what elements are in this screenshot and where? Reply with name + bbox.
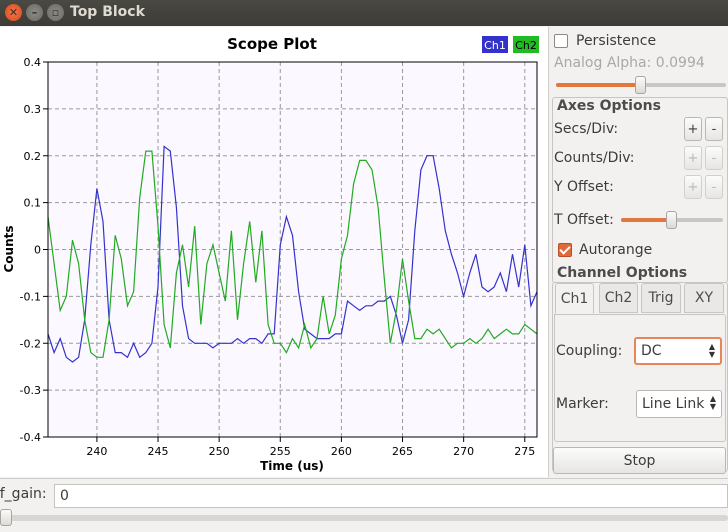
analog-alpha-slider[interactable] bbox=[556, 76, 726, 94]
persistence-checkbox[interactable] bbox=[554, 34, 568, 48]
autorange-checkbox[interactable] bbox=[558, 243, 572, 257]
counts-div-plus-button[interactable]: + bbox=[684, 146, 702, 170]
marker-value: Line Link bbox=[642, 396, 705, 412]
series-line-ch1 bbox=[47, 145, 538, 363]
legend-ch2-swatch bbox=[513, 36, 539, 53]
y-offset-label: Y Offset: bbox=[554, 179, 614, 195]
secs-div-minus-button[interactable]: - bbox=[705, 117, 723, 141]
analog-alpha-row: Analog Alpha: 0.0994 bbox=[554, 55, 705, 71]
t-offset-slider[interactable] bbox=[621, 211, 723, 229]
analog-alpha-label: Analog Alpha: 0.0994 bbox=[554, 55, 705, 71]
marker-label: Marker: bbox=[556, 396, 609, 412]
channel-tabs: Ch1 Ch2 Trig XY bbox=[554, 283, 728, 314]
x-tick-label: 240 bbox=[86, 445, 107, 458]
secs-div-row: Secs/Div: bbox=[554, 121, 618, 137]
secs-div-plus-button[interactable]: + bbox=[684, 117, 702, 141]
y-tick-label: 0.2 bbox=[24, 150, 42, 163]
y-tick-label: -0.1 bbox=[20, 290, 41, 303]
y-tick-label: -0.4 bbox=[20, 431, 41, 444]
counts-div-minus-button[interactable]: - bbox=[705, 146, 723, 170]
x-tick-label: 270 bbox=[453, 445, 474, 458]
y-offset-minus-button[interactable]: - bbox=[705, 175, 723, 199]
rf-gain-area: rf_gain: 0 bbox=[0, 478, 728, 532]
y-tick-label: 0.3 bbox=[24, 103, 42, 116]
analog-alpha-fill bbox=[556, 83, 641, 87]
y-offset-plus-button[interactable]: + bbox=[684, 175, 702, 199]
scope-plot-svg[interactable]: Scope Plot Time (us) Counts Ch1 Ch2 0.4 0… bbox=[0, 27, 549, 477]
marker-select[interactable]: Line Link ▲ ▼ bbox=[636, 390, 722, 418]
channel-tab-page bbox=[554, 314, 726, 442]
tab-ch1[interactable]: Ch1 bbox=[555, 283, 594, 314]
coupling-select[interactable]: DC ▲ ▼ bbox=[634, 337, 722, 365]
counts-div-label: Counts/Div: bbox=[554, 150, 635, 166]
persistence-label: Persistence bbox=[576, 33, 657, 49]
tab-xy[interactable]: XY bbox=[684, 283, 724, 313]
axes-options-title: Axes Options bbox=[557, 98, 661, 114]
t-offset-fill bbox=[621, 218, 672, 222]
legend-ch1-label: Ch1 bbox=[484, 39, 506, 52]
plot-title: Scope Plot bbox=[227, 35, 317, 53]
x-tick-label: 275 bbox=[514, 445, 535, 458]
secs-div-label: Secs/Div: bbox=[554, 121, 619, 137]
t-offset-label: T Offset: bbox=[554, 212, 614, 228]
x-tick-label: 250 bbox=[209, 445, 230, 458]
x-tick-label: 260 bbox=[331, 445, 352, 458]
axes-options-title-row: Axes Options bbox=[557, 98, 661, 114]
t-offset-handle[interactable] bbox=[666, 211, 677, 229]
channel-options-title: Channel Options bbox=[557, 265, 688, 281]
series-line-ch2 bbox=[47, 150, 538, 358]
plot-frame bbox=[47, 61, 538, 438]
tab-trig[interactable]: Trig bbox=[641, 283, 681, 313]
control-panel: Persistence Analog Alpha: 0.0994 Axes Op… bbox=[550, 27, 728, 477]
autorange-label: Autorange bbox=[579, 242, 653, 258]
counts-div-row: Counts/Div: bbox=[554, 150, 635, 166]
x-tick-label: 265 bbox=[392, 445, 413, 458]
minimize-icon[interactable]: – bbox=[26, 4, 43, 21]
y-tick-label: 0.4 bbox=[24, 56, 42, 69]
x-tick-label: 255 bbox=[270, 445, 291, 458]
marker-row: Marker: bbox=[556, 396, 609, 412]
chevron-updown-icon: ▲ ▼ bbox=[709, 394, 716, 411]
y-tick-label: -0.3 bbox=[20, 384, 41, 397]
y-axis-label: Counts bbox=[2, 225, 16, 272]
x-tick-label: 245 bbox=[148, 445, 169, 458]
rf-gain-input[interactable]: 0 bbox=[54, 484, 728, 508]
rf-gain-label: rf_gain: bbox=[0, 486, 47, 502]
coupling-label: Coupling: bbox=[556, 343, 623, 359]
window-title: Top Block bbox=[70, 4, 145, 20]
analog-alpha-handle[interactable] bbox=[635, 76, 646, 94]
tab-ch2[interactable]: Ch2 bbox=[599, 283, 638, 313]
legend-ch1-swatch bbox=[482, 36, 508, 53]
close-icon[interactable]: ✕ bbox=[5, 4, 22, 21]
stop-button[interactable]: Stop bbox=[553, 447, 726, 474]
rf-gain-slider[interactable] bbox=[0, 509, 728, 526]
x-axis-label: Time (us) bbox=[260, 459, 324, 473]
coupling-row: Coupling: bbox=[556, 343, 622, 359]
persistence-row[interactable]: Persistence bbox=[554, 33, 656, 49]
y-offset-row: Y Offset: bbox=[554, 179, 614, 195]
maximize-icon[interactable]: ▫ bbox=[47, 4, 64, 21]
rf-gain-handle[interactable] bbox=[0, 509, 12, 526]
channel-options-title-row: Channel Options bbox=[557, 265, 687, 281]
autorange-row[interactable]: Autorange bbox=[558, 242, 652, 258]
coupling-value: DC bbox=[641, 343, 662, 359]
legend-ch2-label: Ch2 bbox=[515, 39, 537, 52]
rf-gain-value: 0 bbox=[60, 488, 69, 504]
y-tick-label: -0.2 bbox=[20, 337, 41, 350]
window-titlebar: ✕ – ▫ Top Block bbox=[0, 0, 728, 26]
t-offset-row: T Offset: bbox=[554, 212, 614, 228]
chevron-updown-icon: ▲ ▼ bbox=[708, 342, 715, 359]
y-tick-label: 0 bbox=[34, 244, 41, 257]
y-tick-label: 0.1 bbox=[24, 197, 42, 210]
scope-plot[interactable]: Scope Plot Time (us) Counts Ch1 Ch2 0.4 0… bbox=[0, 27, 549, 477]
